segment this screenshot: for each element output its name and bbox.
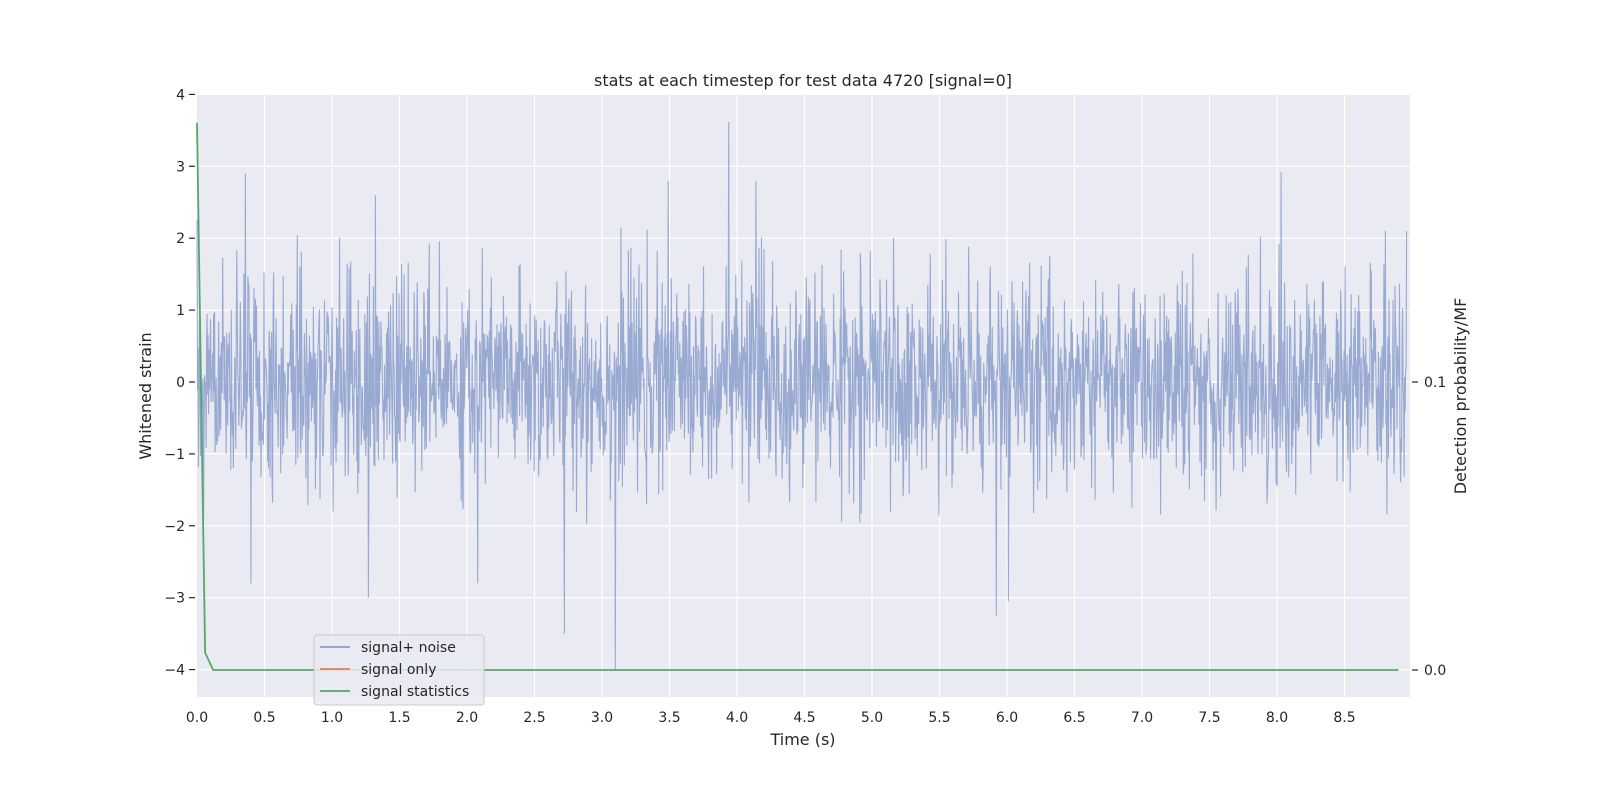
- y-tick-label: 0: [176, 375, 185, 391]
- axis-ticks: 0.0 0.5 1.0 1.5 2.0 2.5 3.0 3.5 4.0 4.5 5.0 5.5 6.0 6…: [164, 87, 1446, 726]
- x-tick-label: 0.0: [186, 710, 208, 726]
- legend-box: [313, 634, 485, 706]
- y-tick-label: 1: [176, 303, 185, 319]
- x-tick-label: 7.5: [1198, 710, 1220, 726]
- series-line-signal-statistics: [196, 122, 1399, 671]
- x-tick-label: 4.0: [726, 710, 748, 726]
- x-tick-label: 7.0: [1131, 710, 1153, 726]
- y-tick-label: −3: [164, 591, 185, 607]
- x-tick-label: 6.0: [996, 710, 1018, 726]
- x-tick-label: 3.5: [658, 710, 680, 726]
- y-tick-label: −1: [164, 447, 185, 463]
- x-tick-label: 3.0: [591, 710, 613, 726]
- x-tick-label: 8.5: [1333, 710, 1355, 726]
- chart-title: stats at each timestep for test data 472…: [594, 71, 1012, 90]
- x-axis-label: Time (s): [769, 730, 835, 749]
- y2-tick-label: 0.1: [1424, 375, 1446, 391]
- series-line-signal-noise: [196, 121, 1408, 670]
- y-tick-label: 4: [176, 87, 185, 103]
- x-tick-label: 0.5: [253, 710, 275, 726]
- legend-label: signal+ noise: [361, 640, 456, 656]
- series-layer: [196, 121, 1408, 671]
- x-tick-label: 5.5: [928, 710, 950, 726]
- y2-tick-label: 0.0: [1424, 663, 1446, 679]
- legend: signal+ noise signal only signal statistic…: [313, 634, 485, 706]
- y-tick-label: 3: [176, 159, 185, 175]
- y-axis-label: Whitened strain: [136, 332, 155, 459]
- x-tick-label: 2.5: [523, 710, 545, 726]
- x-tick-label: 6.5: [1063, 710, 1085, 726]
- x-tick-label: 2.0: [456, 710, 478, 726]
- legend-label: signal only: [361, 662, 436, 678]
- y-tick-label: −2: [164, 519, 185, 535]
- y2-axis-label: Detection probability/MF: [1451, 298, 1470, 495]
- legend-label: signal statistics: [361, 684, 469, 700]
- x-tick-label: 8.0: [1266, 710, 1288, 726]
- y-tick-label: 2: [176, 231, 185, 247]
- x-tick-label: 1.0: [321, 710, 343, 726]
- x-tick-label: 4.5: [793, 710, 815, 726]
- x-tick-label: 5.0: [861, 710, 883, 726]
- y-tick-label: −4: [164, 663, 185, 679]
- x-tick-label: 1.5: [388, 710, 410, 726]
